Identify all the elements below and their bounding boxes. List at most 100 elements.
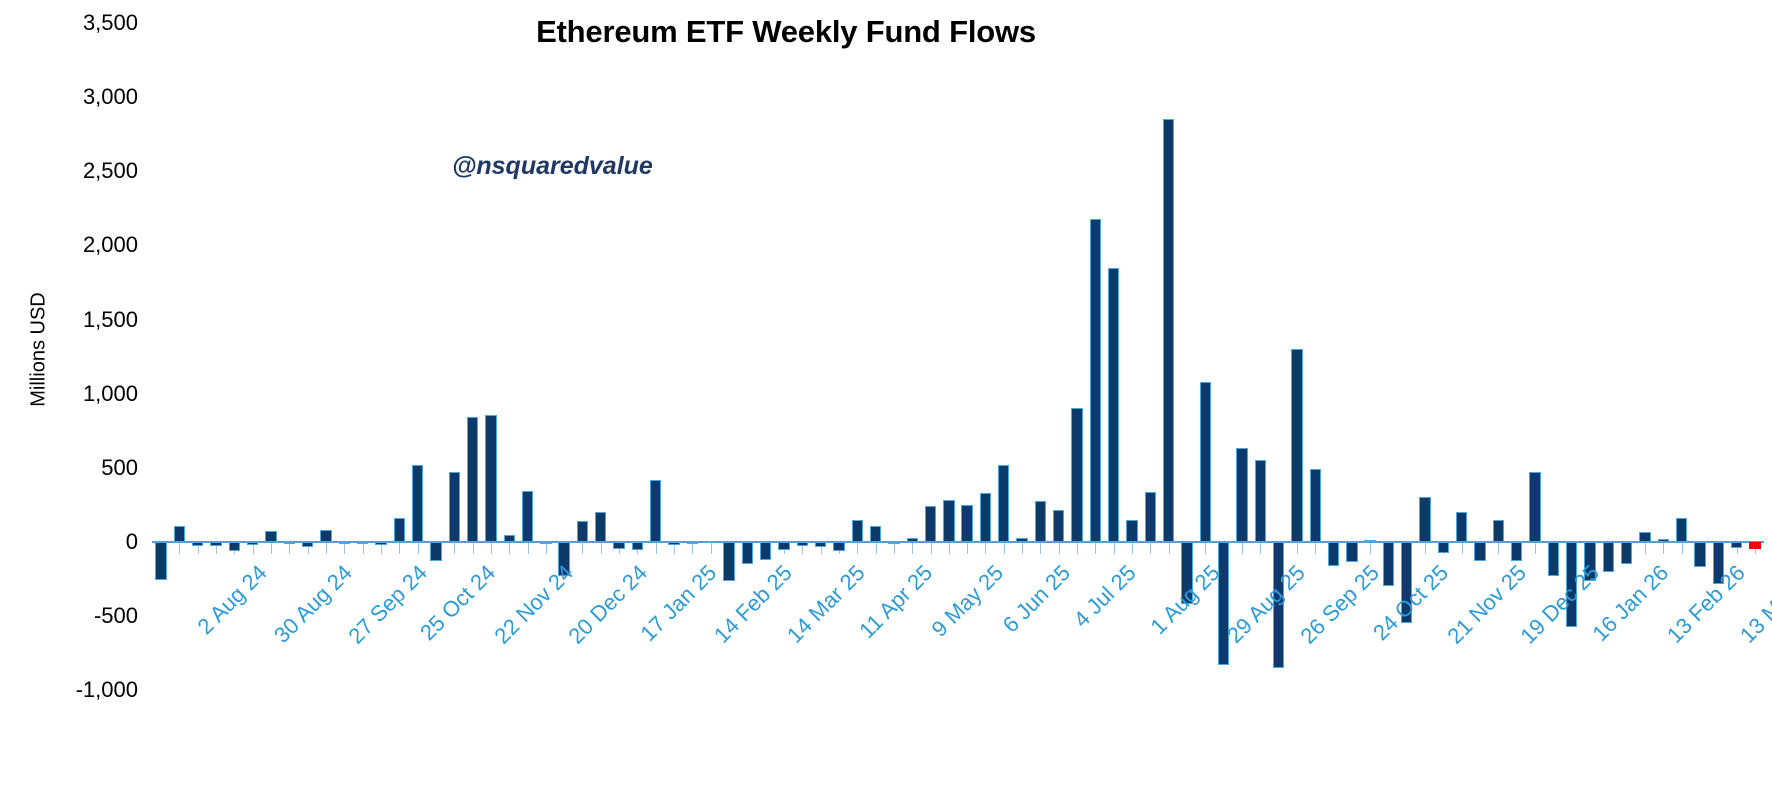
bar[interactable]	[1529, 471, 1541, 542]
bar[interactable]	[320, 530, 332, 542]
bar[interactable]	[1199, 381, 1211, 542]
bar[interactable]	[411, 464, 424, 542]
bar[interactable]	[1639, 531, 1651, 542]
x-axis-tickmark	[1296, 543, 1298, 554]
bar[interactable]	[1272, 542, 1285, 669]
bar[interactable]	[595, 512, 607, 542]
bar[interactable]	[576, 521, 589, 542]
bar[interactable]	[1053, 510, 1065, 542]
bar[interactable]	[1016, 538, 1028, 542]
bar[interactable]	[1254, 459, 1266, 542]
bar[interactable]	[558, 542, 570, 577]
bar[interactable]	[1327, 542, 1340, 566]
bar[interactable]	[705, 540, 717, 543]
bar[interactable]	[210, 542, 222, 547]
bar[interactable]	[1511, 542, 1523, 562]
x-axis-tickmark	[1644, 543, 1646, 554]
bar[interactable]	[723, 542, 735, 581]
bar[interactable]	[1474, 542, 1486, 561]
x-axis-tickmark	[545, 543, 547, 554]
bar[interactable]	[1565, 542, 1578, 627]
bar[interactable]	[283, 542, 296, 545]
bar[interactable]	[1419, 496, 1431, 542]
bar[interactable]	[1602, 542, 1614, 573]
x-axis-tickmark	[1370, 543, 1372, 554]
bar[interactable]	[1675, 517, 1688, 542]
bar[interactable]	[1456, 511, 1468, 542]
bar[interactable]	[1034, 501, 1047, 542]
bar[interactable]	[686, 542, 699, 544]
x-axis-tickmark	[1260, 543, 1262, 554]
bar[interactable]	[503, 535, 515, 542]
bar[interactable]	[521, 490, 534, 542]
bar[interactable]	[1620, 542, 1633, 565]
x-axis-tickmark	[197, 543, 199, 554]
bar[interactable]	[302, 542, 314, 548]
bar[interactable]	[265, 530, 277, 542]
bar[interactable]	[613, 542, 625, 549]
bar[interactable]	[1712, 542, 1724, 584]
bar[interactable]	[1217, 542, 1230, 666]
bar[interactable]	[851, 519, 863, 542]
bar[interactable]	[796, 542, 808, 547]
bar[interactable]	[1089, 219, 1102, 542]
y-axis-tick-label: 500	[101, 454, 138, 480]
bar[interactable]	[540, 542, 552, 545]
bar[interactable]	[961, 504, 973, 542]
bar[interactable]	[1364, 539, 1376, 542]
bar[interactable]	[375, 542, 387, 545]
bar[interactable]	[192, 542, 204, 546]
bar[interactable]	[741, 542, 753, 565]
bar[interactable]	[1694, 542, 1706, 568]
bar[interactable]	[650, 480, 662, 542]
bar[interactable]	[1108, 268, 1120, 542]
bar[interactable]	[888, 542, 900, 544]
bar[interactable]	[1382, 542, 1395, 587]
bar[interactable]	[1547, 542, 1559, 577]
bar[interactable]	[998, 464, 1010, 542]
bar[interactable]	[979, 493, 992, 542]
bar[interactable]	[1236, 447, 1248, 542]
bar[interactable]	[1584, 542, 1596, 581]
bar[interactable]	[393, 518, 405, 542]
bar[interactable]	[430, 542, 442, 561]
bar[interactable]	[1309, 469, 1321, 542]
y-axis-tick-label: 3,500	[82, 10, 138, 35]
bar[interactable]	[1749, 542, 1761, 549]
x-axis-tickmark	[1077, 543, 1079, 554]
bar[interactable]	[778, 542, 790, 551]
bar[interactable]	[1144, 492, 1156, 542]
bar[interactable]	[448, 472, 460, 542]
bar[interactable]	[943, 499, 955, 542]
x-axis-tickmark	[271, 543, 273, 554]
bar[interactable]	[1126, 519, 1138, 542]
bar[interactable]	[155, 542, 167, 580]
bar[interactable]	[356, 542, 369, 545]
bar[interactable]	[1162, 119, 1175, 542]
bar[interactable]	[1346, 542, 1358, 563]
bar[interactable]	[485, 415, 497, 542]
bar[interactable]	[668, 542, 680, 545]
bar[interactable]	[906, 537, 918, 542]
bar[interactable]	[1401, 542, 1413, 623]
bar[interactable]	[247, 542, 259, 545]
bar[interactable]	[1181, 542, 1193, 605]
bar[interactable]	[338, 542, 350, 544]
bar[interactable]	[924, 506, 937, 542]
x-axis-tickmark	[1681, 543, 1683, 554]
bar[interactable]	[173, 526, 186, 542]
bar[interactable]	[466, 417, 479, 542]
bar[interactable]	[1492, 519, 1505, 542]
bar[interactable]	[1657, 539, 1669, 542]
bar[interactable]	[833, 542, 845, 551]
bar[interactable]	[759, 542, 772, 560]
bar[interactable]	[631, 542, 644, 551]
bar[interactable]	[1437, 542, 1450, 554]
bar[interactable]	[814, 542, 827, 548]
bar[interactable]	[1730, 542, 1743, 548]
y-axis-tick-label: 2,500	[82, 158, 138, 184]
bar[interactable]	[1291, 349, 1303, 542]
bar[interactable]	[869, 525, 882, 542]
bar[interactable]	[228, 542, 241, 551]
bar[interactable]	[1071, 407, 1083, 542]
